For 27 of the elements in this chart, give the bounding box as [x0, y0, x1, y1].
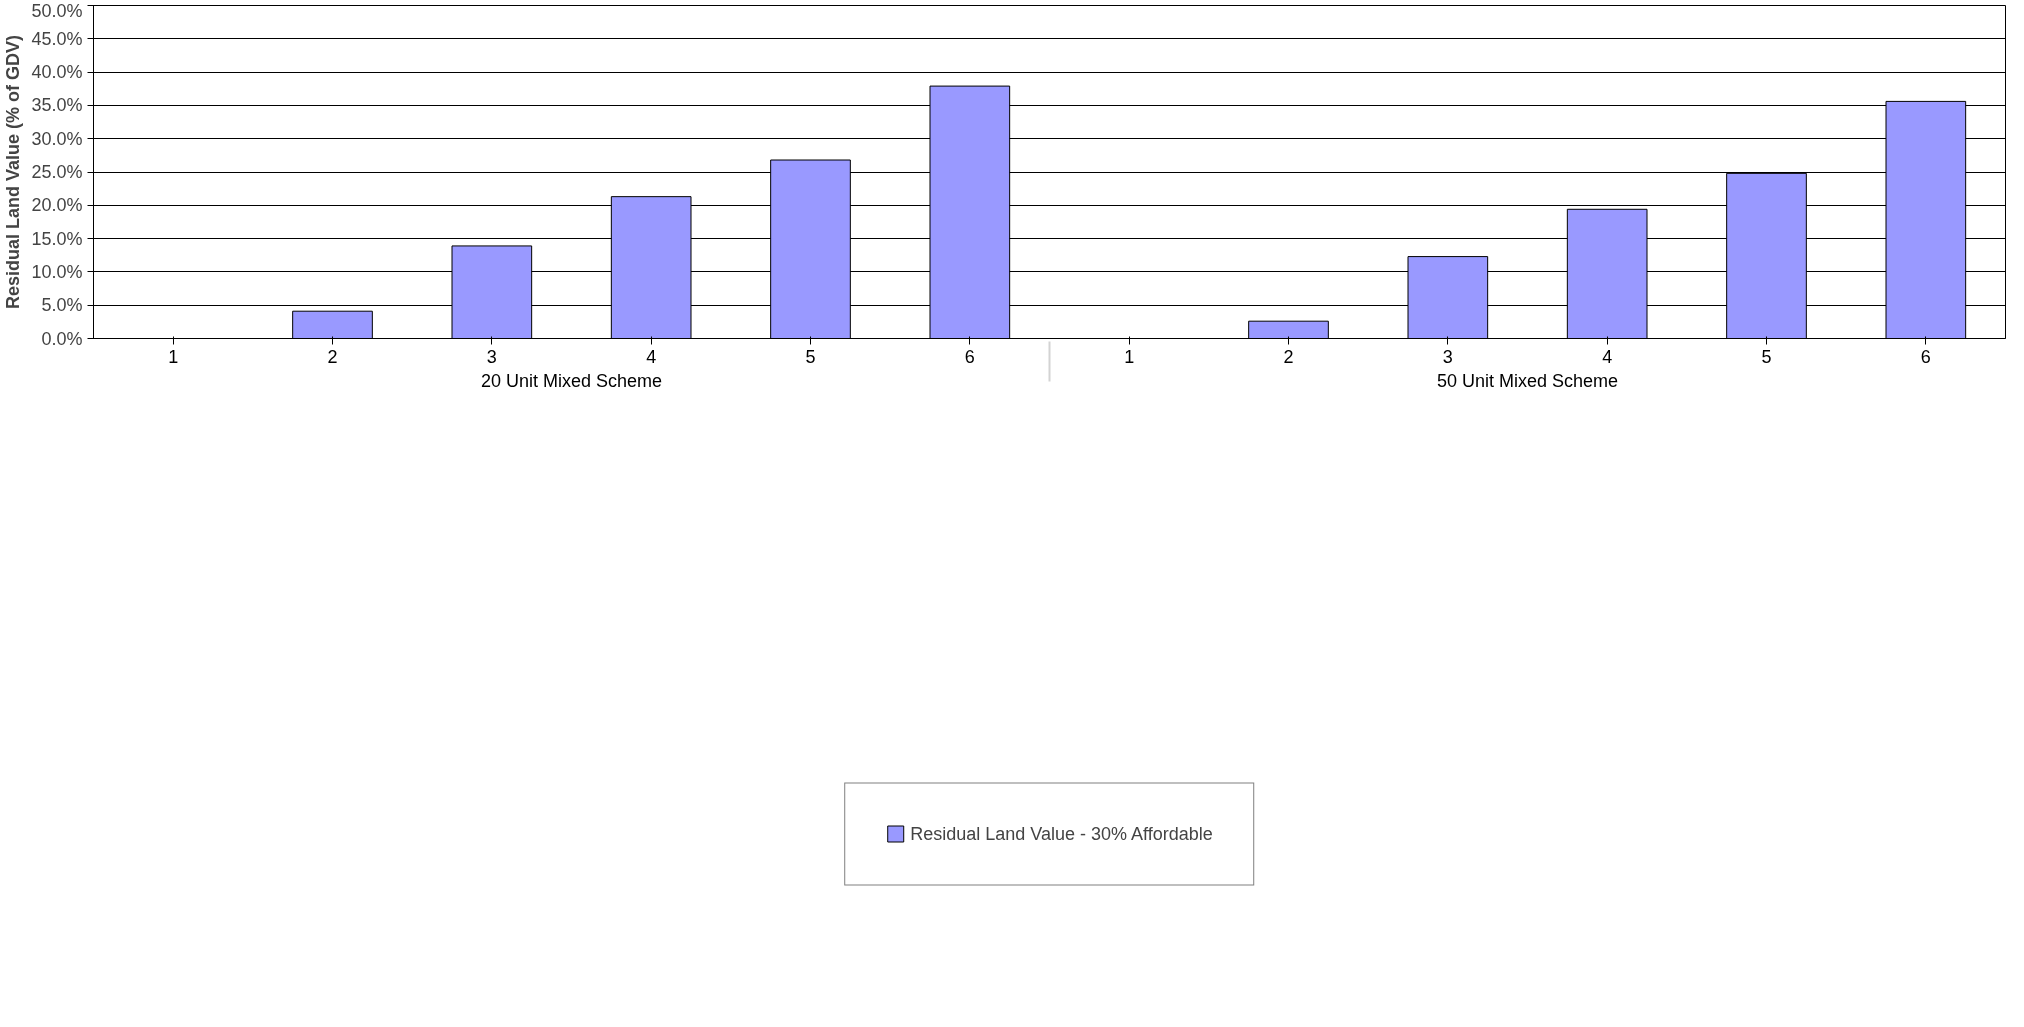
y-tick-label: 20.0%: [31, 195, 83, 216]
x-tick-label: 4: [1602, 346, 1613, 367]
y-tick-label: 30.0%: [31, 128, 83, 149]
x-tick-label: 1: [1124, 346, 1135, 367]
y-tick-label: 5.0%: [41, 295, 83, 316]
y-tick-label: 25.0%: [31, 162, 83, 182]
x-tick-label: 6: [964, 346, 975, 367]
y-tick-label: 40.0%: [31, 62, 83, 83]
x-tick-label: 6: [1920, 346, 1931, 367]
y-tick-label: 0.0%: [41, 328, 83, 349]
y-tick-label: 35.0%: [31, 95, 83, 116]
y-axis-title: Residual Land Value (% of GDV): [3, 34, 24, 310]
y-tick-label: 45.0%: [31, 28, 83, 49]
legend-label: Residual Land Value - 30% Affordable: [910, 823, 1213, 845]
x-tick-label: 3: [1442, 346, 1453, 367]
y-tick-label: 10.0%: [31, 261, 83, 282]
x-tick-label: 5: [805, 346, 816, 367]
x-tick-label: 2: [1283, 346, 1294, 367]
y-tick-label: 15.0%: [31, 228, 83, 249]
x-tick-label: 5: [1761, 346, 1772, 367]
x-tick-label: 1: [168, 346, 179, 367]
x-tick-label: 4: [646, 346, 657, 367]
x-tick-label: 3: [486, 346, 497, 367]
x-tick-label: 2: [327, 346, 338, 367]
y-tick-label: 50.0%: [31, 0, 83, 21]
text: 20 Unit Mixed Scheme: [480, 370, 663, 391]
text: 50 Unit Mixed Scheme: [1436, 370, 1619, 391]
